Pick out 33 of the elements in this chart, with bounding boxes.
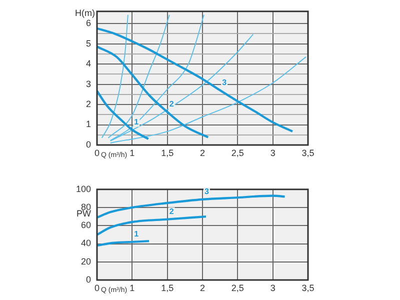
y-tick-label: 3 [86, 78, 91, 89]
x-tick-label: 3,5 [302, 282, 314, 293]
y-tick-label: 2 [86, 99, 91, 109]
y-tick-label: 100 [76, 184, 91, 194]
y-tick-label: 20 [80, 256, 91, 266]
y-tick-label: 0 [86, 274, 91, 284]
y-tick-label: 1 [86, 119, 91, 130]
y-tick-label: 40 [80, 238, 91, 248]
x-tick-label: 2 [200, 282, 206, 293]
y-tick-label: 0 [86, 139, 91, 150]
x-tick-label: 2,5 [231, 148, 244, 158]
series-label: 2 [169, 100, 174, 109]
y-tick-label: 6 [86, 18, 91, 28]
x-tick-label: 2,5 [231, 282, 244, 293]
x-tick-label: 3 [270, 148, 276, 158]
series-label: 3 [222, 78, 228, 88]
series-label: 3 [204, 187, 210, 196]
x-tick-label: 1,5 [161, 148, 174, 158]
y-axis-title: H(m) [75, 8, 95, 18]
x-tick-label: 0 [94, 148, 100, 158]
x-tick-label: 1,5 [161, 282, 174, 293]
x-tick-label: 1 [130, 148, 135, 158]
y-tick-label: 4 [86, 58, 91, 69]
x-tick-label: 0 [94, 282, 100, 293]
series-label: 1 [134, 118, 140, 127]
series-label: 2 [169, 207, 174, 216]
x-tick-label: 1 [130, 282, 135, 293]
x-tick-label: 3 [270, 282, 276, 293]
y-tick-label: 5 [86, 38, 91, 48]
series-label: 1 [134, 230, 140, 239]
x-tick-label: 3,5 [302, 148, 314, 158]
y-tick-label: 60 [80, 220, 91, 230]
x-tick-label: 2 [200, 148, 206, 158]
